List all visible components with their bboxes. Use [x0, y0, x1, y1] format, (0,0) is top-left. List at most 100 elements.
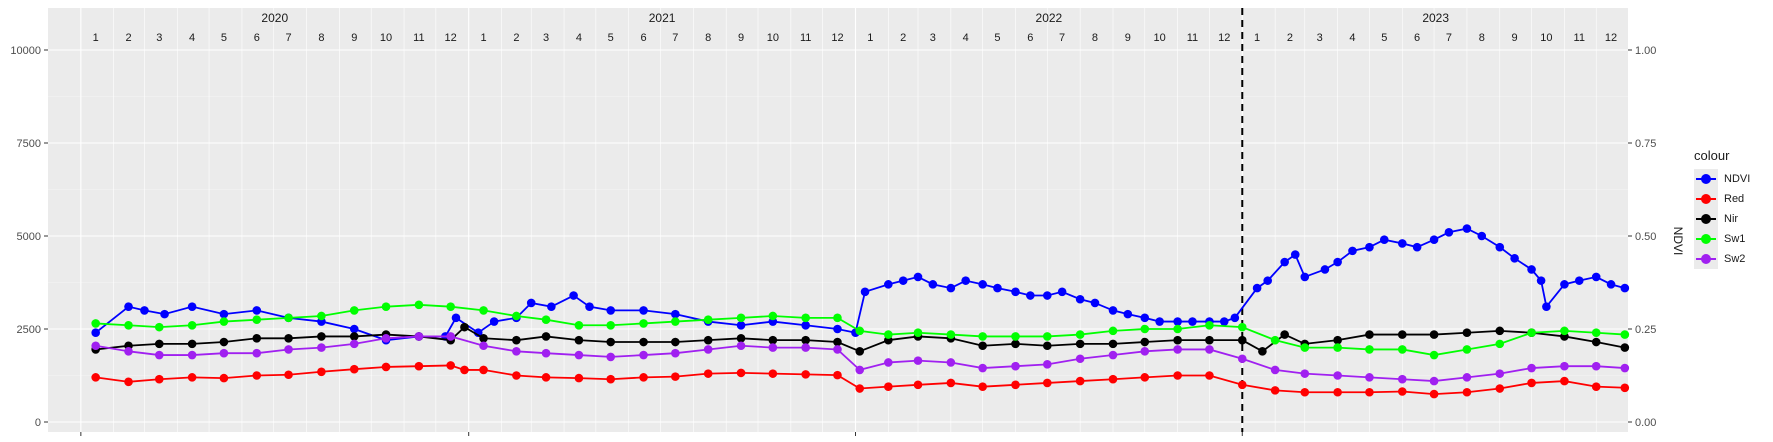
data-point-nir	[317, 332, 326, 341]
y2-tick-label: 0.75	[1635, 138, 1656, 150]
data-point-ndvi	[1365, 242, 1374, 252]
data-point-ndvi	[1495, 242, 1505, 252]
data-point-red	[284, 370, 293, 380]
data-point-ndvi	[928, 280, 938, 289]
data-point-sw1	[574, 320, 584, 330]
data-point-sw1	[1560, 326, 1569, 336]
data-point-sw1	[124, 320, 133, 330]
data-point-sw2	[1560, 361, 1569, 371]
data-point-sw1	[541, 315, 551, 325]
data-point-ndvi	[1348, 246, 1357, 256]
month-label: 7	[672, 32, 678, 44]
data-point-ndvi	[1536, 276, 1546, 285]
data-point-ndvi	[884, 280, 893, 289]
month-label: 5	[608, 32, 614, 44]
data-point-nir	[187, 339, 197, 349]
legend-item-red: Red	[1694, 189, 1766, 209]
data-point-nir	[703, 335, 713, 345]
data-point-ndvi	[639, 306, 648, 315]
data-point-nir	[284, 334, 293, 343]
data-point-sw2	[1397, 374, 1407, 384]
data-point-sw2	[1270, 365, 1280, 375]
month-label: 6	[254, 32, 260, 44]
data-point-sw2	[574, 350, 584, 360]
year-label: 2023	[1422, 11, 1449, 25]
data-point-red	[317, 367, 326, 377]
data-point-sw1	[1591, 328, 1601, 338]
month-label: 1	[93, 32, 99, 44]
plot-panel	[48, 8, 1628, 432]
data-point-red	[1333, 387, 1342, 397]
data-point-sw2	[1495, 369, 1505, 378]
month-label: 8	[1092, 32, 1098, 44]
data-point-red	[736, 368, 746, 378]
data-point-ndvi	[736, 320, 746, 330]
data-point-red	[1397, 387, 1407, 396]
data-point-sw1	[1462, 345, 1472, 354]
data-point-ndvi	[140, 306, 149, 315]
data-point-sw2	[541, 348, 551, 358]
legend-label: Nir	[1724, 213, 1739, 225]
month-label: 10	[1153, 32, 1165, 44]
month-label: 11	[1187, 32, 1198, 44]
data-point-sw1	[833, 313, 842, 323]
data-point-sw1	[1270, 335, 1280, 345]
data-point-sw2	[736, 341, 746, 351]
data-point-sw2	[349, 339, 359, 349]
data-point-sw2	[801, 343, 810, 352]
data-point-sw1	[1333, 343, 1342, 352]
data-point-ndvi	[606, 306, 615, 315]
data-point-red	[1560, 376, 1569, 386]
data-point-nir	[1108, 339, 1118, 349]
data-point-ndvi	[1591, 272, 1601, 282]
data-point-nir	[1237, 335, 1247, 345]
data-point-ndvi	[1429, 235, 1439, 245]
data-point-sw2	[446, 332, 455, 341]
data-point-sw1	[414, 300, 424, 310]
data-point-sw2	[884, 358, 893, 367]
data-point-nir	[1075, 339, 1085, 349]
data-point-sw1	[884, 330, 893, 339]
data-point-ndvi	[913, 272, 923, 282]
data-point-sw1	[1237, 322, 1247, 332]
data-point-sw1	[1495, 339, 1505, 349]
data-point-nir	[512, 335, 521, 345]
data-point-sw2	[219, 348, 229, 358]
data-point-nir	[1173, 335, 1182, 345]
month-label: 2	[1287, 32, 1293, 44]
month-label: 8	[1479, 32, 1485, 44]
data-point-ndvi	[1542, 302, 1551, 311]
data-point-sw2	[1591, 361, 1601, 371]
month-label: 3	[930, 32, 936, 44]
data-point-sw2	[1462, 373, 1472, 382]
data-point-ndvi	[1444, 227, 1454, 237]
month-label: 5	[221, 32, 227, 44]
data-point-red	[154, 374, 164, 384]
data-point-red	[606, 374, 615, 384]
data-point-nir	[1365, 330, 1374, 339]
data-point-sw2	[252, 348, 262, 358]
data-point-ndvi	[946, 283, 956, 293]
legend-item-sw1: Sw1	[1694, 229, 1766, 249]
data-point-red	[252, 371, 262, 380]
data-point-ndvi	[1123, 309, 1133, 319]
data-point-ndvi	[833, 324, 842, 334]
data-point-red	[768, 369, 778, 378]
data-point-red	[219, 373, 229, 383]
data-point-nir	[639, 337, 648, 347]
data-point-nir	[855, 347, 865, 356]
data-point-nir	[1140, 337, 1150, 347]
data-point-red	[1205, 371, 1214, 380]
data-point-sw1	[1397, 345, 1407, 354]
data-point-ndvi	[1333, 257, 1342, 267]
data-point-ndvi	[1620, 283, 1630, 293]
data-point-sw2	[154, 350, 164, 360]
data-point-red	[414, 361, 424, 371]
data-point-ndvi	[219, 309, 229, 319]
data-point-ndvi	[1026, 291, 1035, 300]
month-label: 3	[156, 32, 162, 44]
data-point-red	[1591, 382, 1601, 391]
data-point-red	[1140, 373, 1150, 382]
data-point-ndvi	[1090, 298, 1100, 308]
data-point-sw1	[639, 319, 648, 328]
